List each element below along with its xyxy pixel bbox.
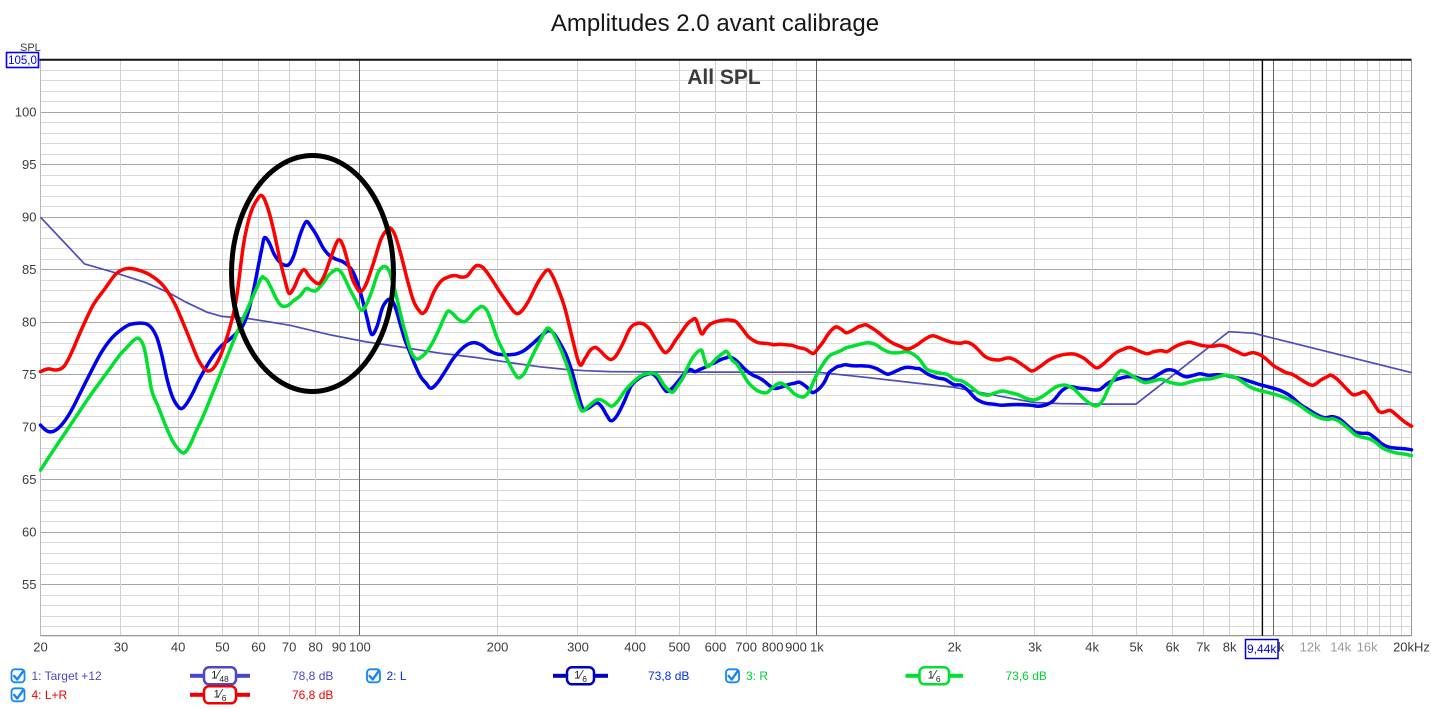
svg-text:7k: 7k xyxy=(1196,640,1210,655)
svg-text:78,8 dB: 78,8 dB xyxy=(292,669,333,683)
svg-text:12k: 12k xyxy=(1300,640,1321,655)
svg-text:20kHz: 20kHz xyxy=(1393,640,1430,655)
svg-text:100: 100 xyxy=(349,640,371,655)
svg-text:95: 95 xyxy=(22,157,36,172)
svg-text:900: 900 xyxy=(785,640,807,655)
svg-text:9,44k: 9,44k xyxy=(1247,642,1277,656)
svg-text:100: 100 xyxy=(15,105,37,120)
svg-text:14k: 14k xyxy=(1330,640,1351,655)
svg-text:1⁄6: 1⁄6 xyxy=(214,686,227,703)
svg-text:3: R: 3: R xyxy=(746,669,768,683)
svg-text:30: 30 xyxy=(114,640,128,655)
svg-text:4k: 4k xyxy=(1085,640,1099,655)
svg-text:4: L+R: 4: L+R xyxy=(32,688,68,702)
svg-text:73,8 dB: 73,8 dB xyxy=(648,669,689,683)
svg-text:105,0: 105,0 xyxy=(8,55,37,67)
svg-text:73,6 dB: 73,6 dB xyxy=(1006,669,1047,683)
svg-text:50: 50 xyxy=(215,640,229,655)
svg-text:90: 90 xyxy=(332,640,346,655)
svg-text:1: Target +12: 1: Target +12 xyxy=(32,669,102,683)
svg-text:8k: 8k xyxy=(1223,640,1237,655)
svg-text:70: 70 xyxy=(22,420,36,435)
svg-text:All SPL: All SPL xyxy=(687,66,761,89)
svg-text:1⁄6: 1⁄6 xyxy=(928,667,941,684)
svg-text:3k: 3k xyxy=(1028,640,1042,655)
svg-text:55: 55 xyxy=(22,577,36,592)
svg-text:600: 600 xyxy=(705,640,727,655)
svg-text:76,8 dB: 76,8 dB xyxy=(292,688,333,702)
svg-text:60: 60 xyxy=(22,525,36,540)
svg-text:400: 400 xyxy=(624,640,646,655)
svg-text:500: 500 xyxy=(669,640,691,655)
svg-text:2k: 2k xyxy=(948,640,962,655)
svg-text:SPL: SPL xyxy=(20,42,41,54)
svg-text:700: 700 xyxy=(735,640,757,655)
svg-text:80: 80 xyxy=(308,640,322,655)
svg-text:6k: 6k xyxy=(1166,640,1180,655)
svg-text:80: 80 xyxy=(22,315,36,330)
svg-text:2: L: 2: L xyxy=(387,669,407,683)
svg-text:1k: 1k xyxy=(810,640,824,655)
svg-text:85: 85 xyxy=(22,262,36,277)
svg-text:70: 70 xyxy=(282,640,296,655)
svg-text:1⁄6: 1⁄6 xyxy=(574,667,587,684)
svg-text:16k: 16k xyxy=(1357,640,1378,655)
svg-text:90: 90 xyxy=(22,210,36,225)
svg-text:20: 20 xyxy=(33,640,47,655)
svg-text:300: 300 xyxy=(567,640,589,655)
svg-text:Amplitudes 2.0 avant calibrage: Amplitudes 2.0 avant calibrage xyxy=(551,10,879,37)
svg-text:1⁄48: 1⁄48 xyxy=(211,667,229,684)
svg-text:800: 800 xyxy=(762,640,784,655)
svg-text:40: 40 xyxy=(171,640,185,655)
svg-text:65: 65 xyxy=(22,472,36,487)
svg-text:5k: 5k xyxy=(1130,640,1144,655)
svg-text:75: 75 xyxy=(22,367,36,382)
svg-text:60: 60 xyxy=(251,640,265,655)
svg-text:200: 200 xyxy=(487,640,509,655)
